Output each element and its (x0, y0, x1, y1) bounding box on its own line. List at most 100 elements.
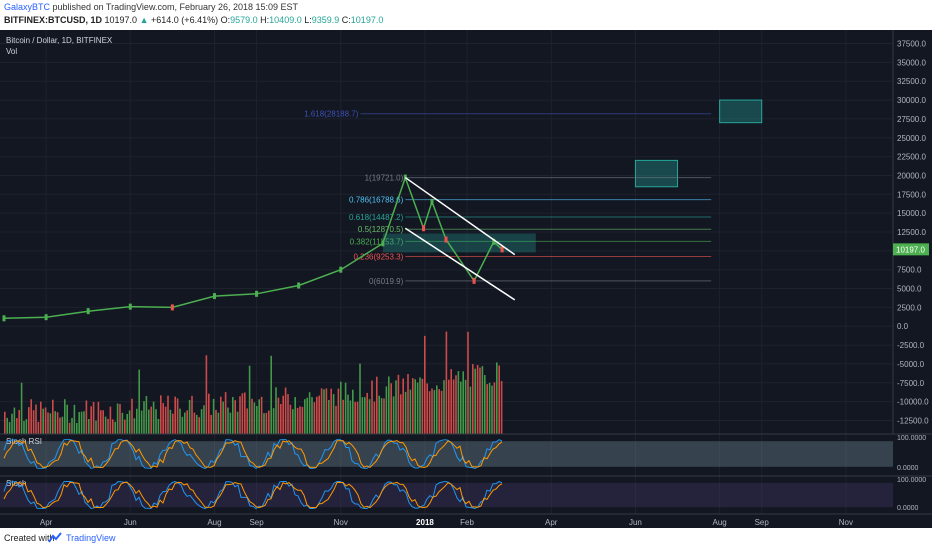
volume-bar (263, 413, 265, 434)
volume-bar (407, 374, 409, 434)
volume-bar (66, 404, 68, 434)
time-axis-label: Jun (629, 518, 642, 527)
time-axis-label: Aug (713, 518, 727, 527)
change-arrow-icon: ▲ (139, 15, 149, 25)
volume-bar (392, 396, 395, 434)
volume-bar (400, 394, 402, 434)
current-price-tag (893, 243, 929, 256)
volume-bar (107, 418, 109, 434)
price-candle (44, 314, 48, 321)
volume-bar (488, 382, 491, 434)
volume-bar (342, 399, 344, 434)
volume-bar (18, 409, 20, 434)
volume-bar (25, 419, 28, 434)
volume-bar (440, 390, 443, 434)
price-axis-label: 32500.0 (897, 77, 926, 86)
volume-bar (145, 396, 148, 434)
volume-bar (11, 413, 13, 434)
volume-bar (32, 410, 35, 434)
volume-bar (220, 396, 222, 434)
volume-bar (416, 382, 419, 434)
volume-bar (124, 419, 126, 434)
volume-bar (486, 384, 488, 434)
volume-bar (320, 388, 323, 434)
volume-bar (419, 377, 421, 434)
channel-line-upper[interactable] (404, 176, 516, 256)
volume-bar (474, 368, 476, 434)
price-candle (255, 290, 259, 297)
volume-bar (215, 409, 217, 434)
time-axis-label: Apr (40, 518, 53, 527)
volume-bar (138, 369, 140, 434)
time-axis-label: Nov (839, 518, 853, 527)
open-label: O: (220, 15, 231, 25)
price-axis-label: 5000.0 (897, 285, 922, 294)
volume-bar (251, 398, 253, 434)
volume-bar (224, 392, 227, 434)
volume-bar (323, 389, 325, 434)
time-axis-label: Apr (545, 518, 558, 527)
volume-bar (335, 405, 337, 434)
volume-bar (119, 403, 121, 434)
volume-bar (378, 395, 380, 434)
volume-bar (404, 391, 407, 434)
volume-bar (272, 408, 275, 434)
volume-bar (253, 402, 256, 434)
volume-bar (452, 379, 455, 434)
volume-bar (20, 382, 23, 434)
price-candle (128, 303, 132, 310)
volume-bar (76, 422, 78, 434)
volume-bar (85, 400, 88, 434)
legend-vol: Vol (6, 47, 17, 56)
price-candle (422, 225, 426, 232)
stoch-rsi-upper-label: 100.0000 (897, 435, 926, 442)
volume-bar (184, 412, 186, 434)
volume-bar (234, 400, 236, 434)
volume-bar (364, 397, 366, 434)
volume-bar (325, 388, 328, 434)
volume-bar (412, 378, 414, 434)
price-axis-label: 27500.0 (897, 115, 926, 124)
volume-bar (287, 394, 289, 434)
volume-bar (205, 355, 208, 434)
target-box[interactable] (719, 99, 763, 124)
volume-bar (270, 355, 272, 434)
volume-bar (414, 379, 416, 434)
volume-bar (47, 412, 49, 434)
fib-label: 0.5(12870.5) (358, 225, 404, 234)
symbol-label[interactable]: BITFINEX:BTCUSD, 1D (4, 15, 103, 25)
stoch-upper-label: 100.0000 (897, 477, 926, 484)
volume-bar (388, 376, 390, 434)
channel-line-lower[interactable] (404, 227, 516, 301)
volume-bar (294, 397, 296, 434)
volume-bar (352, 389, 354, 434)
volume-bar (493, 382, 496, 434)
price-candle (297, 282, 301, 289)
volume-bar (426, 383, 428, 434)
tradingview-brand[interactable]: TradingView (66, 533, 116, 543)
volume-bar (92, 401, 95, 434)
volume-bar (455, 375, 457, 434)
volume-bar (448, 379, 450, 434)
stoch-lower-label: 0.0000 (897, 505, 919, 512)
chart-area[interactable]: 1(19721.0) 0.786(16788.6) 0.618(14487.2) 0.… (0, 30, 932, 528)
volume-bar (164, 406, 167, 434)
author-link[interactable]: GalaxyBTC (4, 2, 51, 12)
volume-bar (445, 331, 448, 434)
volume-bar (479, 367, 481, 434)
volume-bar (361, 397, 364, 434)
volume-bar (265, 412, 268, 434)
volume-bar (143, 401, 145, 434)
volume-bar (126, 413, 128, 434)
volume-bar (49, 413, 52, 434)
volume-bar (277, 397, 280, 434)
volume-bar (54, 411, 56, 434)
volume-bar (308, 392, 311, 434)
stoch-band (0, 482, 893, 508)
price-chart-svg[interactable]: 1(19721.0) 0.786(16788.6) 0.618(14487.2) 0.… (0, 30, 932, 528)
volume-bar (167, 395, 169, 434)
target-box[interactable] (634, 159, 679, 188)
volume-bar (421, 378, 424, 434)
volume-bar (337, 388, 340, 434)
volume-bar (222, 401, 224, 434)
